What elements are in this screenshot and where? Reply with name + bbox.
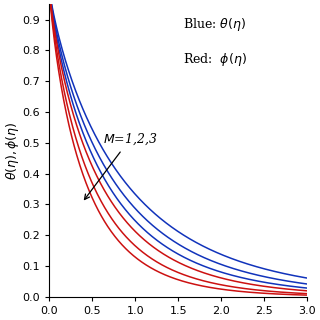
Text: Blue: $\theta(\eta)$: Blue: $\theta(\eta)$ [183, 16, 246, 33]
Text: $M$=1,2,3: $M$=1,2,3 [84, 132, 157, 199]
Text: Red:  $\phi(\eta)$: Red: $\phi(\eta)$ [183, 51, 247, 68]
Y-axis label: $\theta(\eta),\phi(\eta)$: $\theta(\eta),\phi(\eta)$ [4, 121, 21, 180]
